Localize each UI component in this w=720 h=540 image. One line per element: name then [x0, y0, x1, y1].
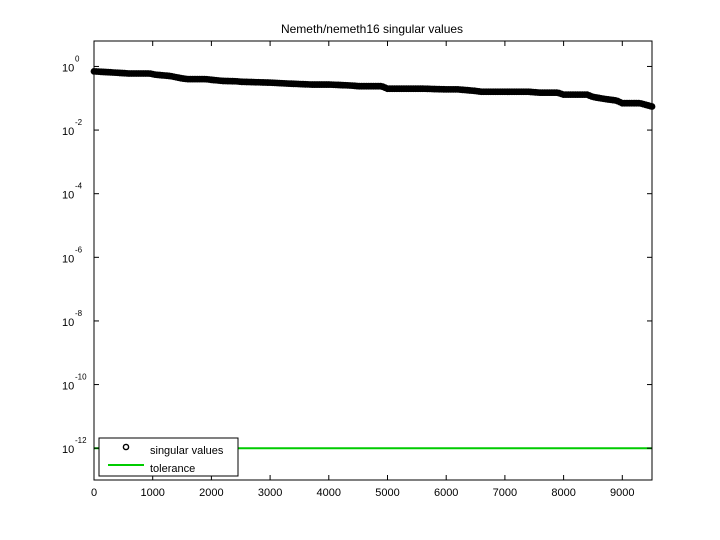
- y-tick-exponent: 0: [75, 54, 80, 63]
- x-tick-label: 8000: [551, 487, 575, 499]
- x-tick-label: 9000: [610, 487, 634, 499]
- legend-box: [98, 437, 239, 477]
- legend-marker-singular-values: [122, 443, 130, 451]
- x-tick-label: 2000: [199, 487, 223, 499]
- y-tick-exponent: -8: [75, 309, 83, 318]
- y-tick-label: 10: [62, 62, 74, 74]
- y-tick-label: 10: [62, 317, 74, 329]
- x-tick-label: 1000: [140, 487, 164, 499]
- x-tick-label: 5000: [375, 487, 399, 499]
- x-tick-label: 7000: [493, 487, 517, 499]
- x-tick-label: 3000: [258, 487, 282, 499]
- axis-layer: 0 1000 2000 3000 4000 5000 6000 7000 8000 9000100…: [62, 41, 652, 499]
- y-tick-label: 10: [62, 381, 74, 393]
- y-tick-label: 10: [62, 444, 74, 456]
- y-tick-exponent: -10: [75, 373, 87, 382]
- y-tick-exponent: -6: [75, 245, 83, 254]
- legend: singular values tolerance: [98, 437, 239, 477]
- legend-label-tolerance: tolerance: [150, 463, 195, 475]
- x-tick-label: 0: [91, 487, 97, 499]
- series-layer: [90, 67, 656, 450]
- y-tick-label: 10: [62, 190, 74, 202]
- plot-frame: [93, 40, 653, 481]
- x-tick-label: 4000: [317, 487, 341, 499]
- y-tick-label: 10: [62, 126, 74, 138]
- y-tick-exponent: -12: [75, 436, 87, 445]
- chart-title: Nemeth/nemeth16 singular values: [281, 22, 463, 36]
- x-tick-label: 6000: [434, 487, 458, 499]
- legend-label-singular-values: singular values: [150, 445, 224, 457]
- y-tick-label: 10: [62, 253, 74, 265]
- y-tick-exponent: -4: [75, 182, 83, 191]
- y-tick-exponent: -2: [75, 118, 83, 127]
